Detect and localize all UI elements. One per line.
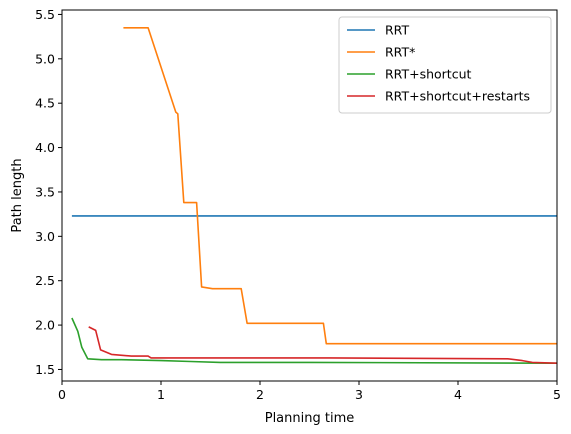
- x-tick-label: 5: [553, 387, 561, 402]
- y-axis-label: Path length: [10, 158, 25, 232]
- x-tick-label: 2: [256, 387, 264, 402]
- y-tick-label: 2.0: [35, 318, 55, 333]
- y-tick-label: 1.5: [35, 362, 55, 377]
- legend-entry: RRT+shortcut+restarts: [385, 89, 530, 104]
- x-axis-label: Planning time: [265, 411, 355, 426]
- y-tick-label: 2.5: [35, 273, 55, 288]
- x-tick-label: 3: [355, 387, 363, 402]
- legend-entry: RRT: [385, 23, 409, 38]
- x-tick-label: 0: [58, 387, 66, 402]
- plot-area: [71, 26, 558, 365]
- legend: RRT RRT* RRT+shortcut RRT+shortcut+restarts: [338, 16, 552, 114]
- axes-frame: [61, 9, 558, 382]
- x-tick-label: 1: [157, 387, 165, 402]
- y-tick-label: 3.0: [35, 229, 55, 244]
- series-line-rrt-: [123, 26, 557, 345]
- y-tick-label: 4.5: [35, 96, 55, 111]
- series-line-rrt-shortcut: [71, 317, 558, 365]
- legend-entry: RRT+shortcut: [385, 67, 471, 82]
- y-tick-label: 4.0: [35, 140, 55, 155]
- y-axis: 1.5 2.0 2.5 3.0 3.5 4.0 4.5 5.0 5.5: [35, 7, 62, 377]
- y-tick-label: 3.5: [35, 184, 55, 199]
- x-tick-label: 4: [454, 387, 462, 402]
- x-axis: 0 1 2 3 4 5: [58, 381, 561, 402]
- y-tick-label: 5.0: [35, 51, 55, 66]
- y-tick-label: 5.5: [35, 7, 55, 22]
- series-line-rrt-shortcut-restarts: [88, 326, 558, 364]
- legend-entry: RRT*: [385, 45, 415, 60]
- legend-box: [338, 16, 552, 114]
